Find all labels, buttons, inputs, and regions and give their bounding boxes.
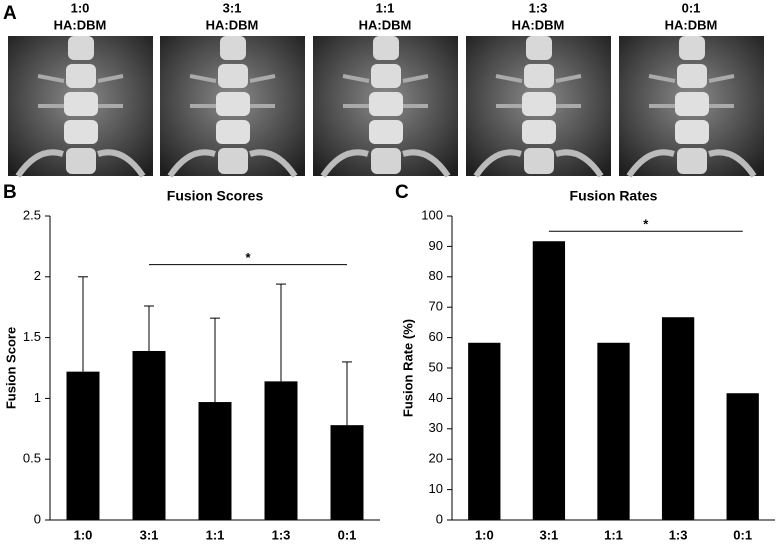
x-tick-label: 1:3 — [272, 527, 291, 542]
chart-title: Fusion Rates — [570, 188, 658, 204]
image-label: HA:DBM — [665, 17, 718, 32]
image-label: HA:DBM — [54, 17, 107, 32]
bar — [264, 381, 298, 520]
y-axis-label: Fusion Score — [3, 327, 18, 409]
bar — [661, 317, 695, 520]
x-tick-label: 0:1 — [338, 527, 357, 542]
xray-image — [619, 36, 764, 176]
image-ratio: 1:3 — [529, 0, 548, 15]
bar — [330, 425, 364, 520]
xray-image — [466, 36, 611, 176]
bar — [597, 342, 630, 520]
y-tick-label: 100 — [421, 207, 443, 222]
y-tick-label: 1 — [34, 390, 41, 405]
image-ratio: 1:0 — [71, 0, 90, 15]
y-tick-label: 0 — [34, 511, 41, 526]
y-tick-label: 2.5 — [23, 207, 41, 222]
y-tick-label: 0.5 — [23, 451, 41, 466]
image-label: HA:DBM — [206, 17, 259, 32]
x-tick-label: 1:0 — [74, 527, 93, 542]
x-tick-label: 1:1 — [206, 527, 225, 542]
y-tick-label: 1.5 — [23, 329, 41, 344]
y-tick-label: 80 — [429, 268, 443, 283]
y-tick-label: 90 — [429, 238, 443, 253]
image-label: HA:DBM — [512, 17, 565, 32]
image-ratio: 0:1 — [682, 0, 701, 15]
y-tick-label: 30 — [429, 420, 443, 435]
panel-label: C — [395, 182, 409, 203]
y-tick-label: 20 — [429, 451, 443, 466]
y-tick-label: 60 — [429, 329, 443, 344]
xray-image — [8, 36, 153, 176]
y-tick-label: 40 — [429, 390, 443, 405]
bar — [66, 371, 100, 520]
chart-title: Fusion Scores — [167, 188, 264, 204]
image-ratio: 3:1 — [223, 0, 242, 15]
y-tick-label: 50 — [429, 359, 443, 374]
panel-label: B — [3, 182, 17, 203]
x-tick-label: 3:1 — [540, 527, 559, 542]
x-tick-label: 0:1 — [733, 527, 752, 542]
bar — [532, 241, 566, 520]
y-tick-label: 2 — [34, 268, 41, 283]
x-tick-label: 3:1 — [140, 527, 159, 542]
y-tick-label: 70 — [429, 299, 443, 314]
image-ratio: 1:1 — [376, 0, 395, 15]
panel-label: A — [3, 3, 17, 24]
significance-label: * — [245, 250, 251, 265]
y-tick-label: 10 — [429, 481, 443, 496]
bar — [468, 342, 501, 520]
bar — [198, 402, 232, 520]
bar — [726, 393, 759, 520]
bar — [132, 350, 166, 520]
x-tick-label: 1:3 — [669, 527, 688, 542]
image-label: HA:DBM — [359, 17, 412, 32]
x-tick-label: 1:1 — [604, 527, 623, 542]
xray-image — [160, 36, 305, 176]
significance-label: * — [643, 217, 649, 232]
y-axis-label: Fusion Rate (%) — [400, 319, 415, 417]
y-tick-label: 0 — [436, 511, 443, 526]
xray-images — [8, 36, 764, 176]
x-tick-label: 1:0 — [475, 527, 494, 542]
xray-image — [313, 36, 458, 176]
